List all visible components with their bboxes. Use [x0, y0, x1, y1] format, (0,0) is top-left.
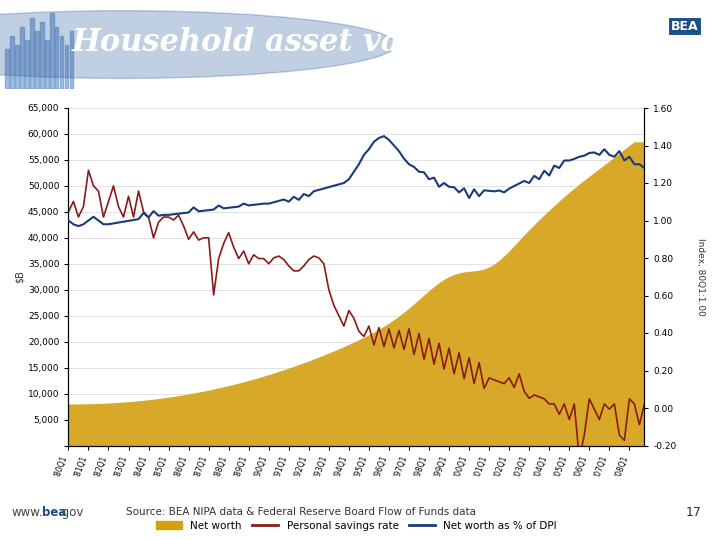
Bar	[10, 36, 14, 89]
Text: Source: BEA NIPA data & Federal Reserve Board Flow of Funds data: Source: BEA NIPA data & Federal Reserve …	[126, 508, 476, 517]
Bar	[15, 45, 19, 89]
Bar	[35, 31, 39, 89]
Y-axis label: Index, 80Q1:1.00: Index, 80Q1:1.00	[696, 238, 705, 316]
Text: .gov: .gov	[59, 506, 84, 519]
Bar	[5, 49, 9, 89]
Bar	[50, 14, 53, 89]
Bar	[70, 31, 73, 89]
Text: Household asset values & savings: Household asset values & savings	[72, 27, 647, 58]
Bar	[55, 26, 58, 89]
Bar	[40, 22, 43, 89]
Text: BEA: BEA	[671, 19, 698, 32]
Text: www.: www.	[12, 506, 43, 519]
Legend: Net worth, Personal savings rate, Net worth as % of DPI: Net worth, Personal savings rate, Net wo…	[152, 517, 561, 535]
Bar	[60, 36, 63, 89]
Bar	[20, 26, 24, 89]
Bar	[25, 40, 29, 89]
Text: bea: bea	[42, 506, 66, 519]
Bar	[30, 18, 34, 89]
Y-axis label: $B: $B	[15, 271, 25, 283]
Bar	[65, 45, 68, 89]
Circle shape	[0, 11, 396, 78]
Text: 17: 17	[686, 506, 702, 519]
Bar	[45, 40, 48, 89]
